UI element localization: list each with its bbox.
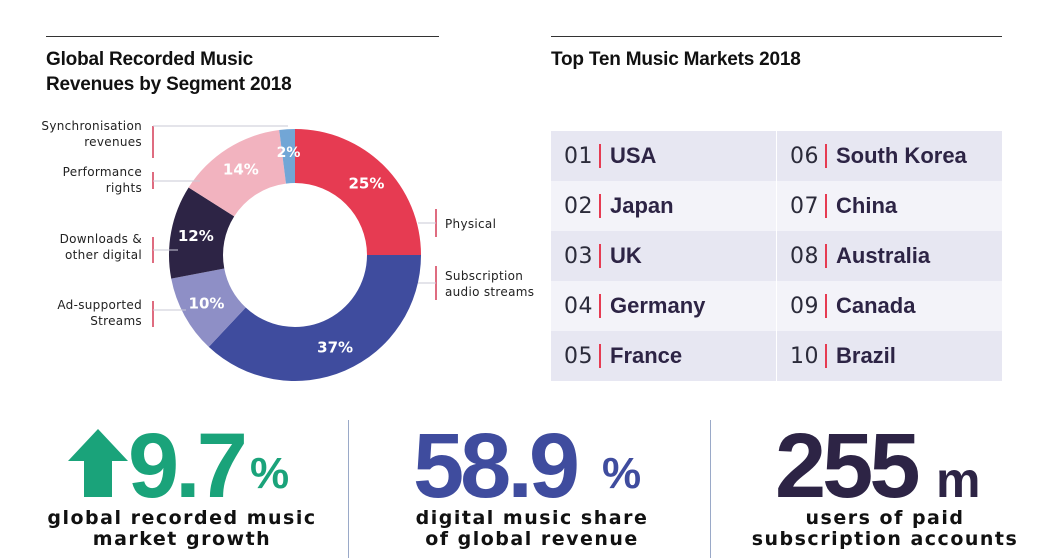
market-name: Canada xyxy=(836,293,916,318)
donut-pct-physical: 25% xyxy=(348,175,384,193)
donut-pct-downloads: 12% xyxy=(178,227,214,245)
market-rank: 02 xyxy=(564,193,593,219)
market-name: France xyxy=(610,343,683,368)
donut-pct-synchronisation: 2% xyxy=(277,145,301,161)
chart-title: Global Recorded Music Revenues by Segmen… xyxy=(46,47,292,97)
market-name: UK xyxy=(610,243,642,268)
donut-pct-subscription: 37% xyxy=(317,339,353,357)
market-rank: 04 xyxy=(564,293,593,319)
market-divider xyxy=(599,344,601,368)
segment-label-performance: Performance rights xyxy=(62,165,142,195)
donut-segment-subscription xyxy=(208,255,421,382)
market-cell-06: 06 South Korea xyxy=(777,131,1002,181)
digital-share-value: 58.9 xyxy=(413,415,580,517)
market-cell-03: 03 UK xyxy=(551,231,776,281)
market-cell-07: 07 China xyxy=(777,181,1002,231)
market-cell-10: 10 Brazil xyxy=(777,331,1002,381)
growth-value: 9.7 xyxy=(128,415,248,517)
market-divider xyxy=(825,344,827,368)
market-divider xyxy=(599,144,601,168)
market-name: USA xyxy=(610,143,657,168)
growth-unit: % xyxy=(250,449,290,498)
market-rank: 01 xyxy=(564,143,593,169)
donut-segment-performance xyxy=(188,129,286,217)
stats-divider-2 xyxy=(710,420,711,558)
users-caption: users of paid subscription accounts xyxy=(751,507,1019,550)
market-rank: 03 xyxy=(564,243,593,269)
market-cell-02: 02 Japan xyxy=(551,181,776,231)
donut-pct-ad-supported: 10% xyxy=(189,295,225,313)
market-cell-05: 05 France xyxy=(551,331,776,381)
chart-title-line-2: Revenues by Segment 2018 xyxy=(46,74,292,95)
segment-label-ad-supported: Ad-supported Streams xyxy=(57,298,142,328)
market-rank: 05 xyxy=(564,343,593,369)
market-name: Germany xyxy=(610,293,706,318)
market-cell-01: 01 USA xyxy=(551,131,776,181)
market-name: Brazil xyxy=(836,343,896,368)
donut-segment-synchronisation xyxy=(279,129,295,184)
stats-divider-1 xyxy=(348,420,349,558)
donut-pct-performance: 14% xyxy=(223,161,259,179)
users-value: 255 xyxy=(775,415,920,517)
market-cell-08: 08 Australia xyxy=(777,231,1002,281)
up-arrow-icon xyxy=(68,429,128,497)
market-divider xyxy=(825,294,827,318)
market-divider xyxy=(599,294,601,318)
market-name: China xyxy=(836,193,898,218)
right-section-rule xyxy=(551,36,1002,37)
growth-caption: global recorded music market growth xyxy=(47,507,317,550)
donut-segment-ad-supported xyxy=(171,268,246,347)
segment-label-physical: Physical xyxy=(445,217,497,231)
market-divider xyxy=(825,194,827,218)
market-cell-09: 09 Canada xyxy=(777,281,1002,331)
market-rank: 10 xyxy=(790,343,819,369)
left-section-rule xyxy=(46,36,439,37)
market-divider xyxy=(825,144,827,168)
market-name: Australia xyxy=(836,243,931,268)
market-rank: 06 xyxy=(790,143,819,169)
market-name: South Korea xyxy=(836,143,967,168)
segment-label-downloads: Downloads & other digital xyxy=(59,232,142,262)
donut-segment-downloads xyxy=(169,187,235,279)
chart-title-line-1: Global Recorded Music xyxy=(46,49,253,70)
market-divider xyxy=(599,194,601,218)
users-unit: m xyxy=(936,452,981,508)
digital-share-unit: % xyxy=(602,449,642,498)
markets-title: Top Ten Music Markets 2018 xyxy=(551,49,801,70)
market-cell-04: 04 Germany xyxy=(551,281,776,331)
market-divider xyxy=(599,244,601,268)
segment-label-subscription: Subscription audio streams xyxy=(445,269,535,299)
market-rank: 09 xyxy=(790,293,819,319)
digital-share-caption: digital music share of global revenue xyxy=(415,507,649,550)
market-name: Japan xyxy=(610,193,674,218)
market-rank: 07 xyxy=(790,193,819,219)
market-rank: 08 xyxy=(790,243,819,269)
segment-label-synchronisation: Synchronisation revenues xyxy=(41,119,142,149)
donut-segment-physical xyxy=(295,129,421,255)
markets-grid: 01 USA 02 Japan 03 UK 04 Germany 05 Fran… xyxy=(551,131,1002,381)
market-divider xyxy=(825,244,827,268)
